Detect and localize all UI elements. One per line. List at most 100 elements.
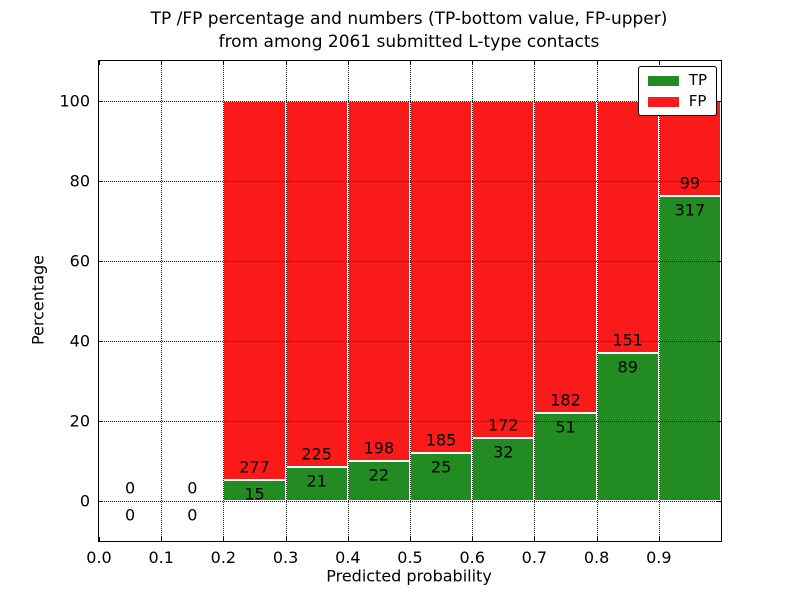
fp-bar-segment bbox=[596, 101, 659, 353]
y-tick-mark bbox=[717, 501, 721, 502]
tp-count-label: 22 bbox=[368, 465, 390, 485]
y-tick-label: 40 bbox=[69, 331, 90, 351]
y-tick-label: 100 bbox=[59, 91, 90, 111]
y-tick-mark bbox=[99, 341, 103, 342]
x-tick-mark bbox=[99, 537, 100, 541]
y-axis-label: Percentage bbox=[28, 254, 48, 346]
x-tick-mark bbox=[161, 537, 163, 541]
fp-bar-segment bbox=[472, 101, 535, 439]
tp-count-label: 317 bbox=[674, 200, 706, 220]
x-tick-mark bbox=[347, 537, 349, 541]
fp-bar-segment bbox=[285, 101, 348, 467]
fp-bar-segment bbox=[534, 101, 597, 414]
x-tick-mark bbox=[658, 61, 660, 65]
vertical-gridline bbox=[285, 61, 287, 541]
fp-legend-swatch bbox=[647, 96, 679, 107]
x-tick-label: 0.9 bbox=[646, 548, 672, 567]
tp-count-label: 0 bbox=[125, 505, 136, 525]
vertical-gridline bbox=[658, 61, 660, 541]
chart-title-line-2: from among 2061 submitted L-type contact… bbox=[218, 32, 600, 52]
fp-bar-segment bbox=[223, 101, 286, 481]
tp-count-label: 89 bbox=[617, 357, 638, 377]
x-tick-mark bbox=[285, 537, 287, 541]
x-tick-mark bbox=[596, 61, 598, 65]
x-tick-mark bbox=[285, 61, 287, 65]
tp-bar-segment bbox=[410, 453, 473, 501]
vertical-gridline bbox=[534, 61, 536, 541]
y-tick-mark bbox=[717, 181, 721, 182]
x-tick-mark bbox=[410, 537, 411, 541]
x-tick-label: 0.5 bbox=[397, 548, 423, 567]
x-tick-label: 0.1 bbox=[148, 548, 174, 567]
tp-bar-segment bbox=[347, 461, 410, 501]
y-tick-label: 60 bbox=[69, 251, 90, 271]
x-tick-mark bbox=[596, 537, 598, 541]
x-tick-label: 0.3 bbox=[272, 548, 299, 567]
x-tick-mark bbox=[534, 61, 536, 65]
vertical-gridline bbox=[472, 61, 474, 541]
chart-title: TP /FP percentage and numbers (TP-bottom… bbox=[98, 8, 720, 54]
y-tick-label: 20 bbox=[69, 411, 90, 431]
y-tick-mark bbox=[99, 101, 103, 102]
y-tick-mark bbox=[717, 341, 721, 342]
fp-count-label: 99 bbox=[679, 173, 701, 193]
tp-count-label: 51 bbox=[555, 417, 576, 437]
x-tick-label: 0.6 bbox=[459, 548, 485, 567]
tp-legend-swatch bbox=[647, 75, 679, 86]
x-tick-label: 0.8 bbox=[583, 548, 610, 567]
x-tick-label: 0.0 bbox=[86, 548, 112, 567]
y-tick-label: 0 bbox=[79, 491, 90, 511]
x-tick-mark bbox=[161, 61, 163, 65]
fp-count-label: 182 bbox=[550, 390, 581, 410]
x-tick-label: 0.7 bbox=[521, 548, 548, 567]
legend-row: FP bbox=[647, 92, 707, 110]
x-tick-mark bbox=[472, 537, 474, 541]
legend: TP FP bbox=[637, 66, 717, 116]
y-tick-mark bbox=[99, 261, 103, 262]
vertical-gridline bbox=[347, 61, 349, 541]
x-tick-mark bbox=[410, 61, 411, 65]
tp-count-label: 15 bbox=[244, 484, 265, 504]
x-tick-label: 0.2 bbox=[210, 548, 237, 567]
chart-title-line-1: TP /FP percentage and numbers (TP-bottom… bbox=[150, 9, 668, 29]
x-tick-mark bbox=[99, 61, 100, 65]
tp-count-label: 32 bbox=[493, 442, 514, 462]
fp-count-label: 277 bbox=[239, 457, 270, 477]
tp-count-label: 25 bbox=[430, 457, 452, 477]
legend-row: TP bbox=[647, 71, 707, 89]
fp-bar-segment bbox=[347, 101, 410, 461]
fp-count-label: 151 bbox=[612, 330, 643, 350]
tp-bar-segment bbox=[285, 466, 348, 501]
vertical-gridline bbox=[161, 61, 163, 541]
tp-count-label: 21 bbox=[306, 471, 327, 491]
y-tick-mark bbox=[99, 181, 103, 182]
fp-legend-label: FP bbox=[688, 92, 707, 110]
plot-area: 0 0 0 0 277 15 225 21 198 22 185 25 172 32 182 51 151 89 9… bbox=[59, 60, 722, 567]
y-tick-mark bbox=[717, 101, 721, 102]
y-tick-label: 80 bbox=[69, 171, 90, 191]
y-tick-mark bbox=[717, 261, 721, 262]
x-axis-label: Predicted probability bbox=[326, 566, 492, 586]
y-tick-mark bbox=[99, 501, 103, 502]
y-tick-mark bbox=[99, 421, 103, 422]
x-tick-mark bbox=[223, 61, 225, 65]
x-tick-mark bbox=[534, 537, 536, 541]
fp-count-label: 172 bbox=[488, 415, 519, 435]
vertical-gridline bbox=[410, 61, 411, 541]
y-tick-mark bbox=[717, 421, 721, 422]
fp-count-label: 198 bbox=[363, 438, 395, 458]
fp-count-label: 225 bbox=[301, 444, 332, 464]
x-tick-mark bbox=[347, 61, 349, 65]
tp-count-label: 0 bbox=[187, 505, 198, 525]
fp-bar-segment bbox=[410, 101, 473, 454]
x-tick-mark bbox=[472, 61, 474, 65]
x-tick-mark bbox=[658, 537, 660, 541]
fp-count-label: 0 bbox=[125, 478, 136, 498]
tp-bar-segment bbox=[658, 196, 721, 501]
fp-bar-segment bbox=[658, 101, 721, 197]
fp-count-label: 0 bbox=[187, 478, 198, 498]
tp-legend-label: TP bbox=[688, 71, 707, 89]
fp-count-label: 185 bbox=[425, 430, 457, 450]
x-tick-label: 0.4 bbox=[335, 548, 361, 567]
